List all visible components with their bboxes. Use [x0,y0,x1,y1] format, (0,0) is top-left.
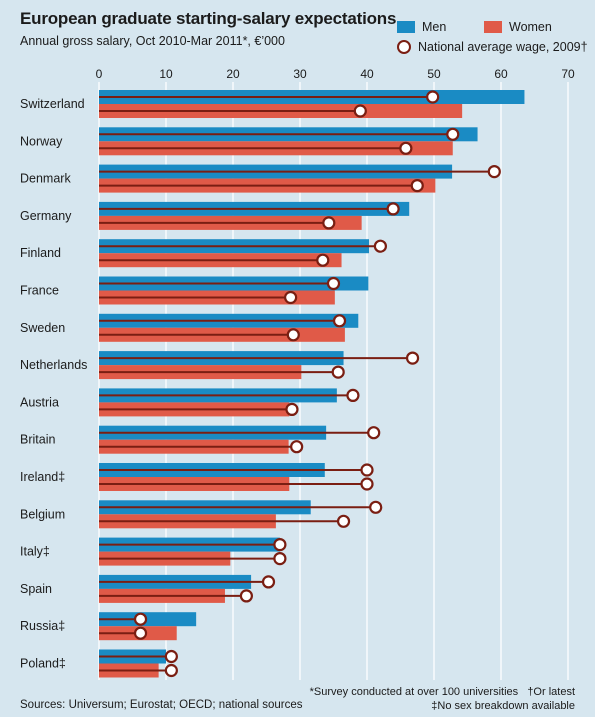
wage-marker [446,127,460,141]
footnote-nosex: ‡No sex breakdown available [431,700,575,712]
wage-marker [284,290,298,305]
wage-marker [346,388,360,402]
legend-wage: National average wage, 2009† [397,40,588,54]
wage-marker [373,239,387,253]
wage-marker [426,90,440,104]
legend-men-swatch [397,21,415,33]
category-label: Denmark [20,172,71,186]
wage-marker [487,165,501,179]
wage-marker [290,440,304,454]
wage-marker [133,626,148,640]
footnote-survey-line: *Survey conducted at over 100 universiti… [310,685,575,699]
wage-marker [360,477,374,491]
chart-title: European graduate starting-salary expect… [20,9,397,28]
wage-marker [261,575,276,589]
footnote-latest: †Or latest [527,686,575,698]
category-label: Netherlands [20,358,87,372]
wage-marker [360,463,374,477]
category-label: Britain [20,433,55,447]
x-tick-label: 0 [96,67,103,81]
bar-men [99,612,197,627]
legend-women-label: Women [509,20,552,34]
category-label: Norway [20,134,63,148]
footnotes: *Survey conducted at over 100 universiti… [310,685,575,713]
x-tick-label: 10 [159,67,173,81]
category-label: Belgium [20,507,65,521]
x-tick-labels: 0 10 20 30 40 50 60 70 [96,67,575,81]
wage-marker [164,663,178,678]
legend-wage-label: National average wage, 2009† [418,40,588,54]
wage-marker [239,589,253,603]
wage-marker [286,328,300,342]
category-label: Finland [20,246,61,260]
x-tick-label: 50 [427,67,441,81]
legend-women-swatch [484,21,502,33]
wage-marker [332,314,347,328]
wage-marker [405,351,420,365]
category-label: Poland‡ [20,657,66,671]
legend-wage-marker [397,40,411,54]
wage-marker [316,253,330,267]
wage-marker [399,141,413,155]
wage-marker [336,514,351,528]
legend-women: Women [484,20,552,34]
wage-marker [164,649,178,664]
x-tick-label: 30 [293,67,307,81]
category-label: France [20,284,59,298]
category-label: Russia‡ [20,619,65,633]
category-label: Germany [20,209,72,223]
chart-subtitle: Annual gross salary, Oct 2010-Mar 2011*,… [20,34,285,48]
legend-men-label: Men [422,20,447,34]
wage-stems [99,96,495,672]
x-tick-label: 70 [561,67,575,81]
sources-note: Sources: Universum; Eurostat; OECD; nati… [20,699,303,711]
footnote-survey: *Survey conducted at over 100 universiti… [309,686,519,698]
wage-marker [285,402,299,416]
category-labels: Switzerland Norway Denmark Germany Finland Fr… [20,97,87,671]
wage-marker [369,500,383,514]
category-label: Ireland‡ [20,470,65,484]
x-tick-label: 60 [494,67,508,81]
wage-marker [410,179,424,193]
wage-marker [386,202,400,216]
wage-marker [367,426,381,440]
wage-marker [273,551,287,566]
wage-marker [273,537,287,552]
bars [99,90,525,678]
legend-men: Men [397,20,446,34]
category-label: Italy‡ [20,545,50,559]
category-label: Austria [20,395,59,409]
wage-marker [326,276,341,291]
x-tick-label: 40 [360,67,374,81]
wage-marker [353,104,367,118]
wage-marker [331,365,345,379]
category-label: Sweden [20,321,65,335]
wage-marker [322,216,336,230]
wage-marker [133,612,148,626]
category-label: Spain [20,582,52,596]
x-tick-label: 20 [226,67,240,81]
wage-markers [133,90,501,678]
category-label: Switzerland [20,97,85,111]
